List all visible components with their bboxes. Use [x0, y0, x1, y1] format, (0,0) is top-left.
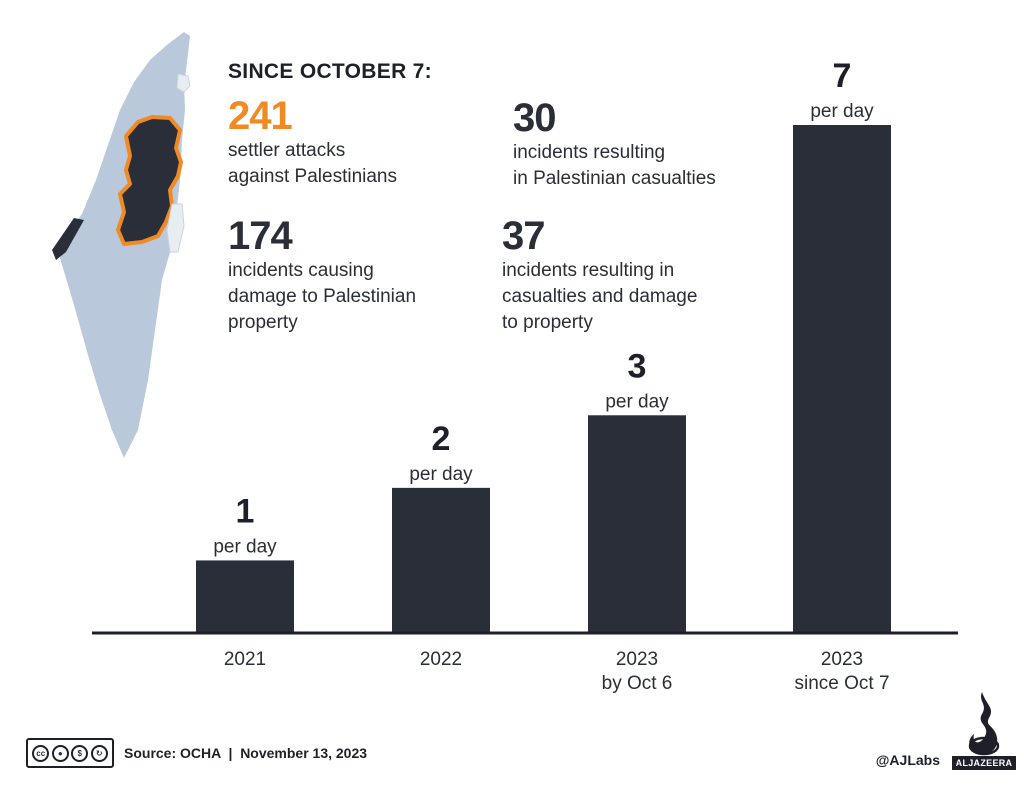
- stat-number: 30: [513, 96, 556, 140]
- cc-icon: cc: [32, 744, 50, 762]
- x-tick-label: 2023: [616, 649, 658, 670]
- stat-text-line: damage to Palestinian: [228, 286, 417, 307]
- stat-casualty-incidents: 30 incidents resulting in Palestinian ca…: [513, 96, 716, 192]
- stat-text-line: in Palestinian casualties: [513, 168, 716, 189]
- by-icon: ●: [51, 744, 69, 762]
- x-tick-label: 2022: [420, 649, 462, 670]
- bar-unit-label: per day: [213, 536, 277, 557]
- dead-sea-shape: [166, 203, 185, 253]
- stat-settler-attacks: 241 settler attacks against Palestinians: [228, 94, 397, 190]
- x-tick-label: 2023: [821, 649, 863, 670]
- stat-text-line: settler attacks: [228, 140, 346, 161]
- bar-value-label: 2: [432, 420, 451, 458]
- bar-value-label: 3: [628, 347, 647, 385]
- stat-casualty-and-damage-incidents: 37 incidents resulting in casualties and…: [502, 214, 697, 336]
- stat-text-line: incidents causing: [228, 260, 374, 281]
- stat-text-line: incidents resulting: [513, 142, 666, 163]
- bar-unit-label: per day: [409, 464, 473, 485]
- sa-icon: ↻: [90, 744, 108, 762]
- page-title: SINCE OCTOBER 7:: [228, 60, 432, 83]
- bar-3: [588, 415, 686, 633]
- aljazeera-wordmark: ALJAZEERA: [952, 756, 1016, 770]
- source-note: Source: OCHA | November 13, 2023: [124, 745, 368, 761]
- footer-source-area: cc ● $ ↻ Source: OCHA | November 13, 202…: [26, 738, 367, 768]
- stat-text-line: to property: [502, 312, 593, 333]
- stat-number: 174: [228, 214, 293, 258]
- stat-text-line: casualties and damage: [502, 286, 698, 307]
- stat-property-damage-incidents: 174 incidents causing damage to Palestin…: [228, 214, 416, 336]
- map-illustration: [52, 32, 191, 458]
- x-tick-label: since Oct 7: [794, 673, 889, 694]
- bar-4: [793, 125, 891, 633]
- lake-shape: [176, 73, 191, 93]
- bar-2: [392, 487, 490, 633]
- cc-license-badge: cc ● $ ↻: [26, 738, 114, 768]
- nc-icon: $: [71, 744, 89, 762]
- bar-value-label: 7: [833, 57, 852, 95]
- bar-1: [196, 560, 294, 633]
- bar-unit-label: per day: [605, 391, 669, 412]
- stat-number: 241: [228, 94, 293, 138]
- bar-unit-label: per day: [810, 101, 874, 122]
- west-bank-region: [116, 115, 183, 246]
- aljazeera-logo-icon: [968, 692, 1000, 756]
- ajlabs-handle: @AJLabs: [875, 752, 940, 768]
- x-tick-label: by Oct 6: [602, 673, 673, 694]
- stat-text-line: property: [228, 312, 298, 333]
- stat-number: 37: [502, 214, 546, 258]
- gaza-region: [52, 218, 84, 260]
- stat-text-line: against Palestinians: [228, 166, 397, 187]
- x-tick-label: 2021: [224, 649, 266, 670]
- stat-text-line: incidents resulting in: [502, 260, 675, 281]
- bar-value-label: 1: [236, 492, 255, 530]
